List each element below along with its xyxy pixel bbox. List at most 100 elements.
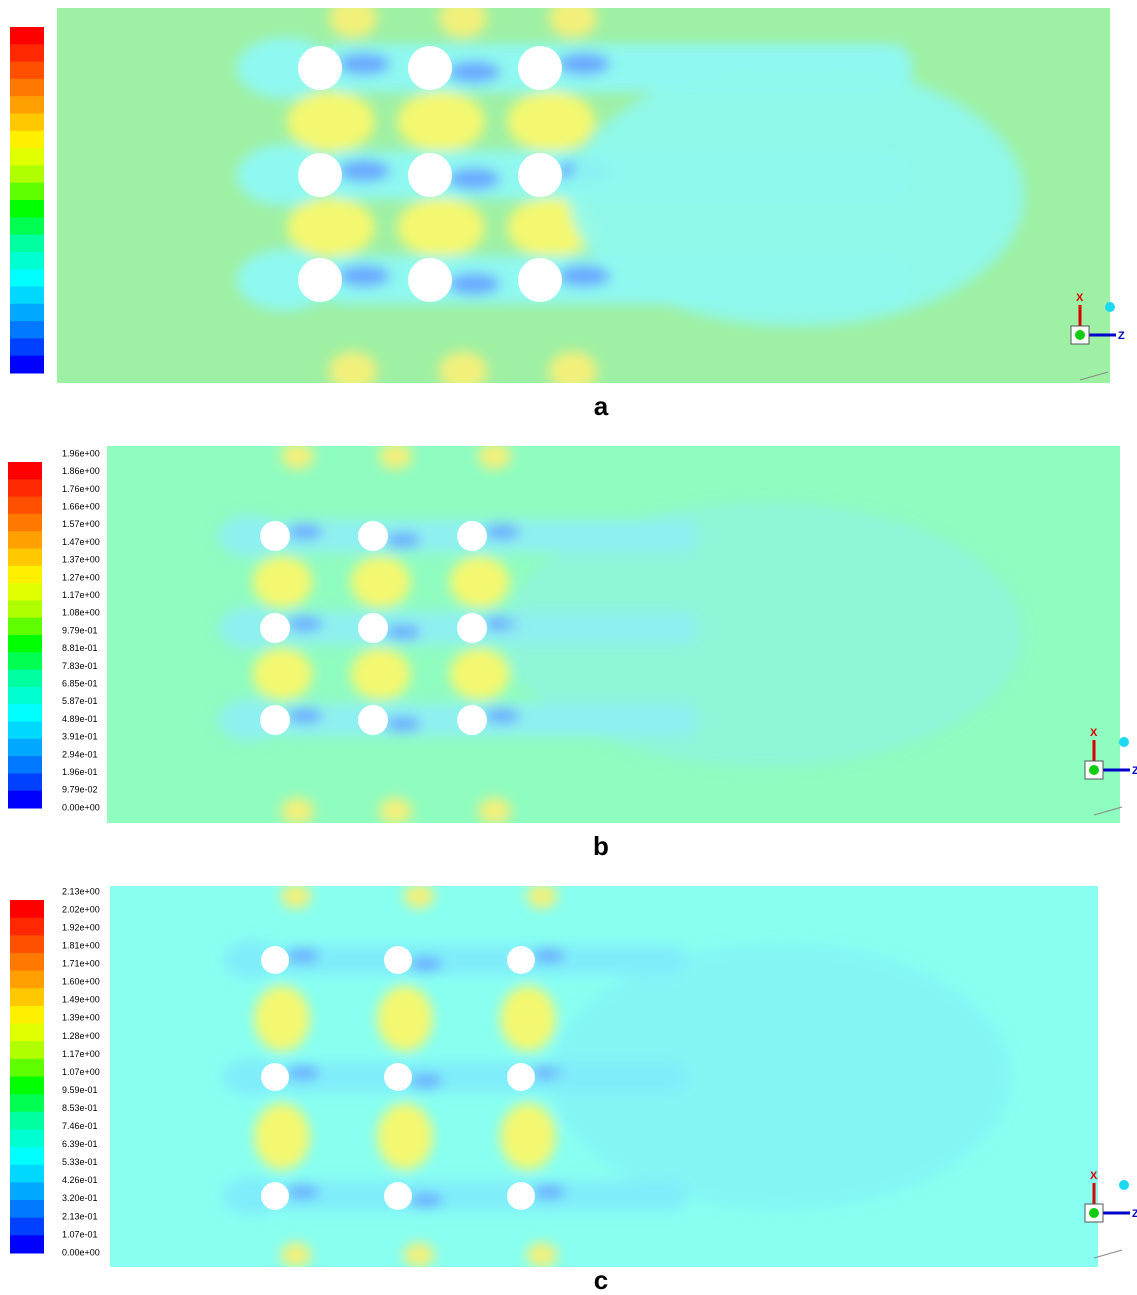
colorbar-band [8,652,42,670]
low-velocity [558,265,611,287]
high-velocity [377,1103,433,1170]
colorbar-label: 7.83e-01 [62,661,98,671]
colorbar-band [10,62,44,80]
triad-dot [1105,302,1115,312]
triad-rotate [1094,1250,1122,1258]
contour-field [57,0,1110,391]
cylinder [384,946,412,974]
high-velocity [254,1103,310,1170]
panel: 1.96e+001.86e+001.76e+001.66e+001.57e+00… [8,443,1137,861]
colorbar-band [10,1218,44,1236]
high-velocity [281,798,314,825]
low-velocity [385,625,421,640]
colorbar-band [8,497,42,515]
low-velocity [287,617,323,632]
cylinder [408,258,452,302]
colorbar-band [10,1129,44,1147]
high-velocity [500,986,556,1052]
colorbar-band [10,148,44,166]
cylinder [358,613,388,643]
contour-field [107,443,1120,825]
colorbar-label: 1.86e+00 [62,466,100,476]
triad-dot [1119,1180,1129,1190]
high-velocity [500,1103,556,1170]
colorbar-label: 1.39e+00 [62,1013,100,1023]
colorbar-label: 1.57e+00 [62,519,100,529]
colorbar-band [10,79,44,97]
colorbar-label: 1.07e-01 [62,1229,98,1239]
colorbar-label: 9.79e-01 [62,625,98,635]
colorbar-band [10,953,44,971]
colorbar-label: 3.20e-01 [62,1193,98,1203]
high-velocity [439,351,487,391]
colorbar-band [10,1006,44,1024]
colorbar-label: 6.39e-01 [62,1139,98,1149]
colorbar-label: 4.89e-01 [62,714,98,724]
cylinder [298,258,342,302]
colorbar-label: 1.66e+00 [62,501,100,511]
colorbar-label: 1.49e+00 [62,995,100,1005]
high-velocity [478,798,511,825]
colorbar-band [10,900,44,918]
colorbar-label: 9.59e-01 [62,1085,98,1095]
high-velocity [450,648,510,700]
high-velocity [478,443,511,470]
high-velocity [549,351,597,391]
colorbar-band [10,1041,44,1059]
low-velocity [484,525,520,540]
colorbar-label: 3.91e-01 [62,732,98,742]
cylinder [507,946,535,974]
colorbar-band [8,462,42,480]
colorbar-band [10,183,44,201]
colorbar-band [10,44,44,62]
low-velocity [409,957,443,971]
colorbar-band [8,704,42,722]
colorbar-band [10,27,44,45]
colorbar-band [8,756,42,774]
colorbar-band [10,1182,44,1200]
colorbar-band [10,287,44,305]
cylinder [358,521,388,551]
triad-x-label: X [1076,292,1084,304]
low-velocity [286,1185,320,1199]
high-velocity [404,883,435,908]
colorbar-band [8,531,42,549]
colorbar-band [10,165,44,183]
high-velocity [549,0,597,38]
wake-region [504,503,1022,767]
low-velocity [409,1074,443,1088]
colorbar-label: 2.13e+00 [62,886,100,896]
low-velocity [448,168,501,190]
low-velocity [385,717,421,732]
colorbar-band [10,217,44,235]
colorbar-band [10,1165,44,1183]
low-velocity [532,1185,566,1199]
triad-z-label: Z [1118,330,1125,342]
colorbar-band [8,791,42,809]
low-velocity [448,273,501,295]
panel: 1.83e+001.73e+001.64e+001.55e+001.46e+00… [10,0,1125,421]
high-velocity [450,556,510,608]
colorbar-label: 1.28e+00 [62,1031,100,1041]
cylinder [457,705,487,735]
colorbar-label: 8.81e-01 [62,643,98,653]
colorbar-label: 1.76e+00 [62,484,100,494]
cylinder [260,613,290,643]
colorbar-band [8,514,42,532]
high-velocity [439,0,487,38]
colorbar-label: 4.26e-01 [62,1175,98,1185]
high-velocity [527,883,558,908]
low-velocity [338,265,391,287]
cylinder [457,521,487,551]
high-velocity [527,1242,558,1267]
colorbar-band [10,338,44,356]
triad-center [1089,765,1099,775]
colorbar-label: 1.47e+00 [62,537,100,547]
colorbar-band [10,1235,44,1253]
colorbar-band [10,1200,44,1218]
colorbar-label: 2.02e+00 [62,904,100,914]
colorbar-label: 1.81e+00 [62,941,100,951]
low-velocity [287,525,323,540]
colorbar-label: 5.87e-01 [62,696,98,706]
cylinder [518,153,562,197]
